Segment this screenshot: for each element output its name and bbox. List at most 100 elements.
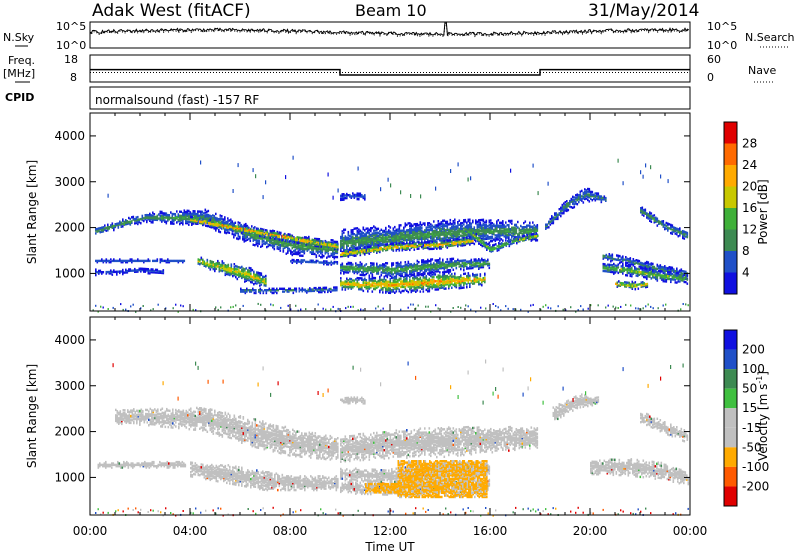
data-cell (324, 250, 327, 254)
data-cell (469, 233, 471, 236)
data-cell (208, 219, 210, 222)
data-cell (394, 286, 396, 289)
data-cell (200, 222, 203, 225)
data-cell (185, 213, 187, 216)
data-cell (156, 259, 159, 263)
data-cell (424, 261, 426, 265)
data-cell (445, 287, 447, 290)
data-cell (352, 279, 354, 282)
data-cell (335, 243, 338, 247)
data-cell (111, 222, 114, 225)
data-cell (247, 270, 249, 273)
data-cell (425, 236, 428, 239)
data-cell (257, 227, 260, 231)
data-cell (469, 263, 471, 266)
data-cell (404, 223, 407, 227)
data-cell (272, 234, 275, 237)
data-cell (98, 269, 100, 273)
data-cell (469, 267, 471, 270)
data-cell (452, 224, 455, 227)
data-cell (156, 258, 159, 261)
data-cell (383, 247, 386, 251)
data-cell (386, 286, 389, 289)
data-cell (531, 238, 533, 242)
data-cell (461, 221, 464, 225)
data-cell (374, 238, 377, 242)
data-cell (392, 262, 395, 265)
data-cell (485, 233, 488, 236)
data-cell (520, 230, 522, 233)
data-cell (379, 278, 381, 281)
data-cell (409, 241, 411, 245)
data-cell (337, 242, 339, 245)
data-cell (362, 227, 365, 231)
data-cell (303, 245, 306, 248)
data-cell (406, 264, 408, 268)
data-cell (102, 230, 105, 233)
data-cell (364, 235, 366, 239)
data-cell (344, 285, 347, 289)
data-cell (231, 232, 234, 236)
data-cell (218, 218, 220, 221)
data-cell (418, 242, 420, 246)
data-cell (227, 263, 230, 267)
data-cell (264, 233, 267, 236)
data-cell (107, 225, 109, 228)
data-cell (371, 232, 374, 235)
data-cell (221, 227, 223, 230)
data-cell (454, 226, 456, 230)
data-cell (153, 269, 156, 273)
data-cell (391, 271, 393, 275)
data-cell (472, 234, 475, 238)
data-cell (407, 267, 410, 270)
data-cell (257, 235, 259, 238)
data-cell (358, 268, 360, 271)
data-cell (352, 267, 354, 270)
data-cell (439, 275, 441, 279)
data-cell (436, 224, 438, 227)
data-cell (215, 226, 218, 230)
data-cell (481, 278, 483, 281)
data-cell (188, 215, 190, 218)
data-cell (95, 269, 97, 273)
data-cell (469, 278, 471, 282)
data-cell (207, 213, 210, 217)
data-cell (422, 284, 425, 288)
data-cell (382, 265, 384, 269)
data-cell (389, 240, 392, 243)
data-cell (455, 228, 458, 231)
data-cell (327, 247, 330, 250)
data-cell (461, 230, 464, 233)
data-cell (218, 266, 221, 269)
data-cell (455, 283, 458, 286)
data-cell (392, 239, 395, 243)
data-cell (346, 269, 348, 273)
data-cell (253, 277, 255, 280)
data-cell (415, 231, 417, 234)
data-cell (451, 232, 453, 235)
data-cell (473, 274, 476, 277)
data-cell (344, 236, 347, 240)
data-cell (237, 229, 240, 232)
data-cell (394, 280, 396, 283)
data-cell (437, 278, 440, 281)
data-cell (365, 283, 368, 286)
data-cell (226, 268, 228, 272)
data-cell (521, 228, 524, 232)
data-cell (349, 241, 351, 245)
data-cell (419, 235, 422, 238)
data-cell (368, 266, 371, 269)
data-cell (289, 234, 291, 238)
data-cell (418, 285, 420, 288)
data-cell (104, 227, 106, 230)
data-cell (111, 270, 114, 274)
data-cell (368, 267, 371, 270)
data-cell (470, 236, 473, 239)
data-cell (285, 244, 288, 247)
data-cell (324, 249, 327, 252)
data-cell (253, 278, 255, 282)
data-cell (218, 223, 221, 226)
data-cell (162, 217, 165, 221)
data-cell (162, 216, 165, 219)
data-cell (403, 229, 405, 232)
